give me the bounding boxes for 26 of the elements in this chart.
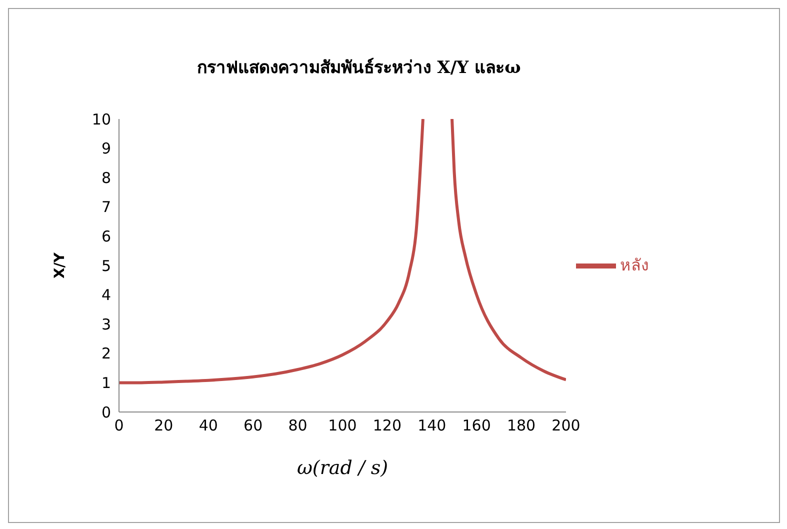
x-tick-label: 0 (114, 416, 124, 435)
x-tick-label: 60 (244, 416, 263, 435)
y-tick-label: 10 (92, 110, 111, 128)
x-tick-label: 80 (288, 416, 308, 435)
y-axis-title: X/Y (52, 252, 68, 279)
x-tick-label: 40 (198, 416, 218, 435)
x-tick-label: 20 (154, 416, 174, 435)
x-tick-label: 140 (418, 416, 446, 435)
chart-title: กราฟแสดงความสัมพันธ์ระหว่าง X/Y และω (196, 56, 522, 80)
y-tick-label: 6 (101, 228, 111, 246)
x-tick-label: 100 (328, 416, 357, 435)
y-tick-label: 4 (101, 286, 111, 304)
y-tick-label: 1 (101, 374, 111, 392)
y-tick-label: 9 (101, 140, 111, 158)
x-axis-title: ω(rad / s) (296, 457, 388, 479)
y-tick-label: 7 (101, 198, 111, 216)
x-tick-label: 120 (372, 416, 402, 435)
x-tick-label: 160 (462, 416, 491, 435)
y-tick-label: 5 (101, 256, 111, 275)
y-tick-label: 0 (101, 403, 111, 422)
x-tick-label: 180 (506, 416, 536, 435)
y-tick-label: 3 (101, 315, 111, 334)
legend-label: หลัง (620, 254, 649, 274)
x-tick-label: 200 (552, 416, 580, 435)
y-tick-label: 8 (101, 168, 111, 187)
y-tick-label: 2 (101, 344, 111, 363)
